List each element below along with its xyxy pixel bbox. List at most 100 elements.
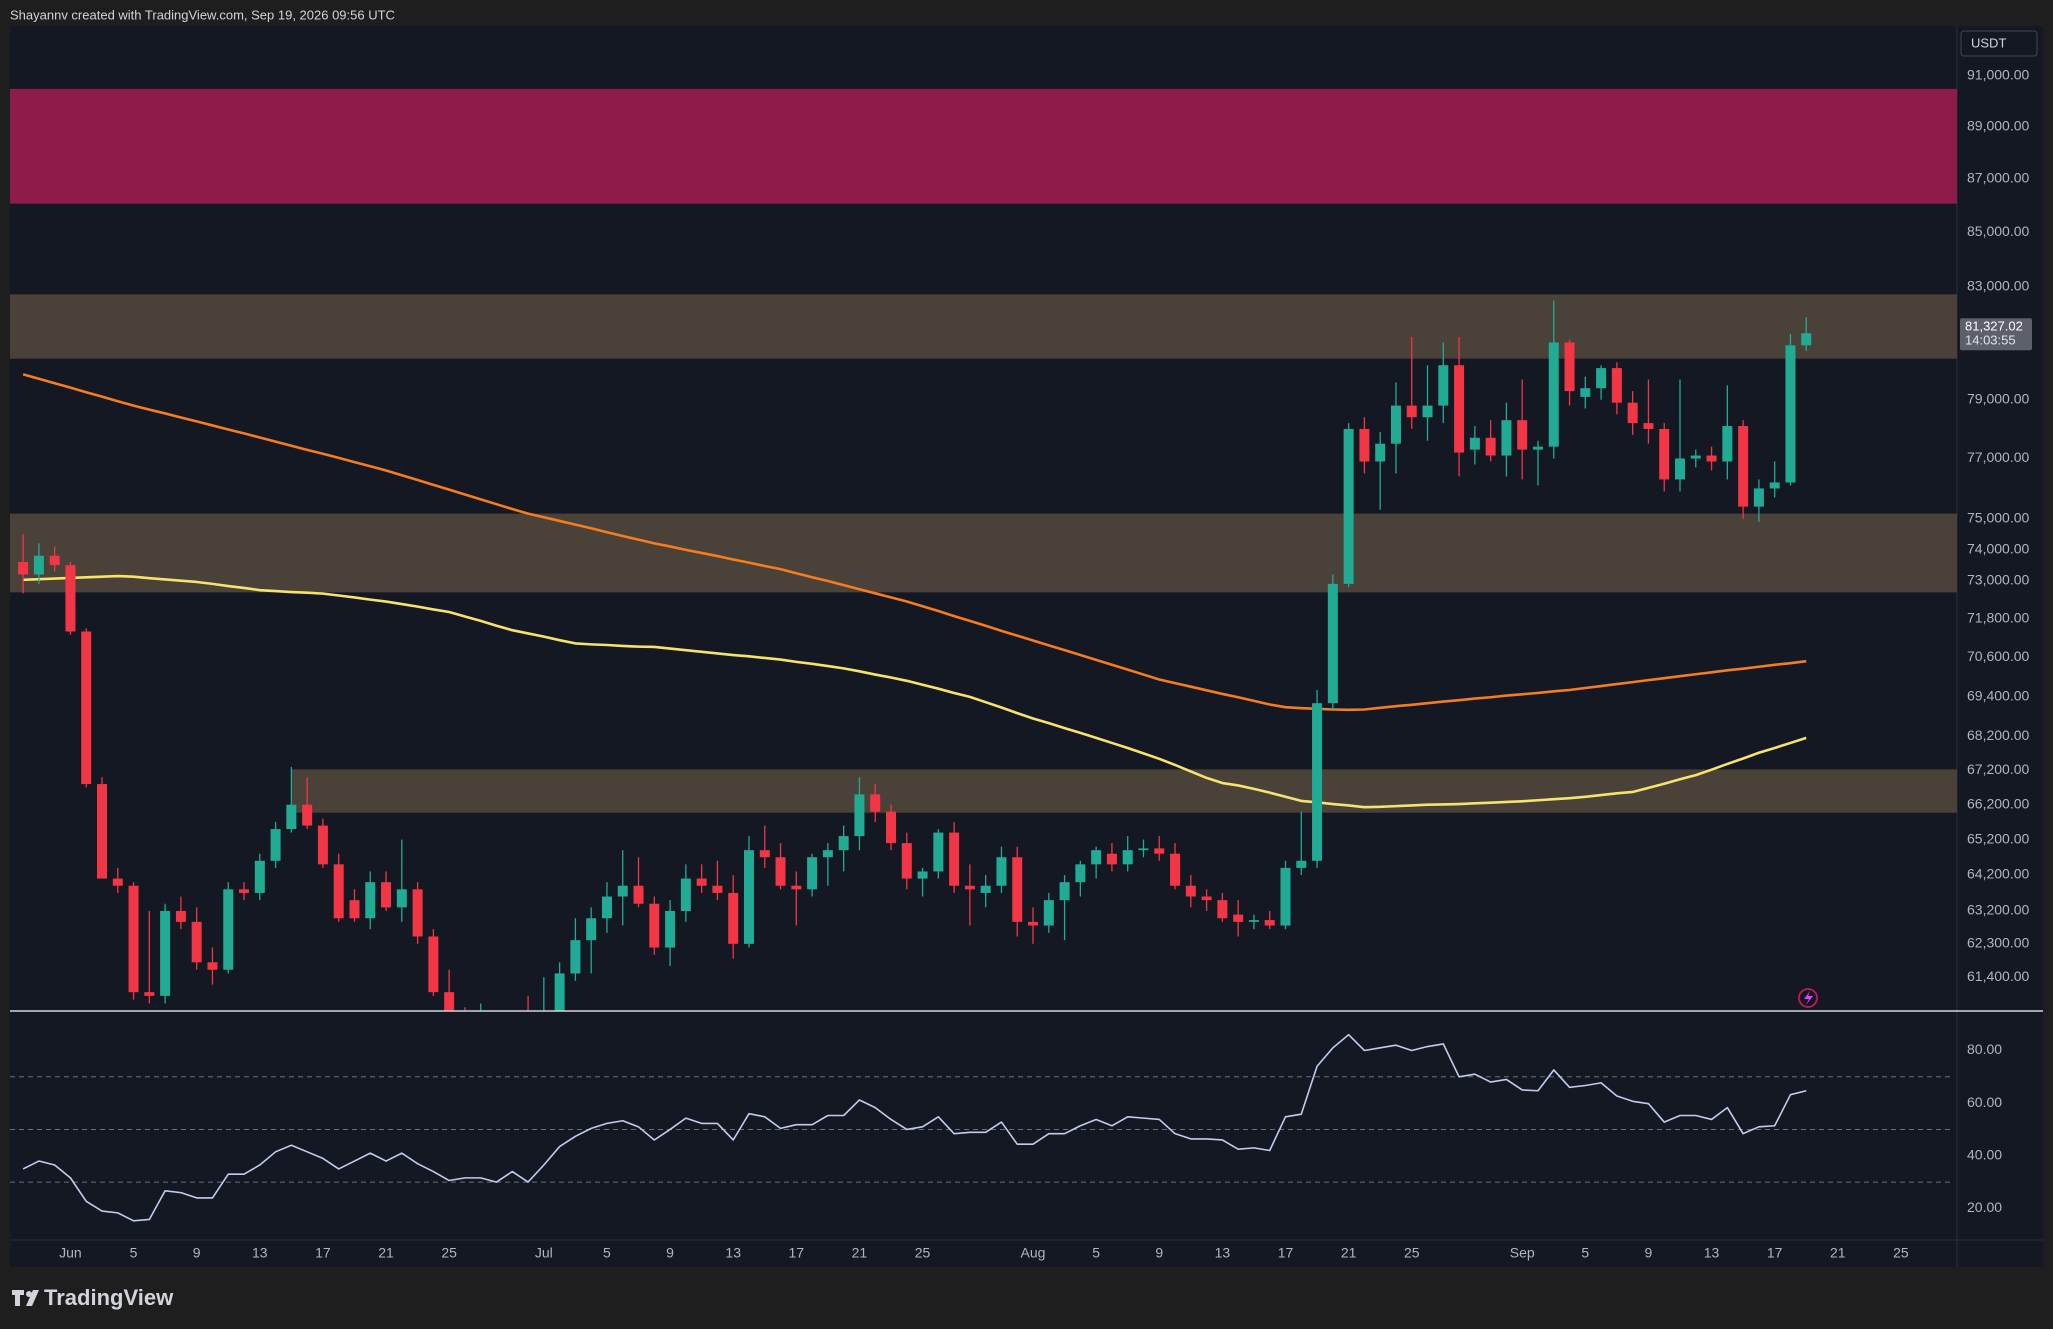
candle-body (775, 857, 786, 886)
y-tick-label: 67,200.00 (1967, 761, 2029, 777)
candle-body (49, 555, 60, 566)
x-tick-label: 17 (1767, 1245, 1783, 1261)
candle-body (1264, 920, 1275, 926)
y-tick-label: 69,400.00 (1967, 687, 2029, 703)
candle-body (1201, 896, 1212, 901)
candle-body (349, 900, 360, 919)
y-tick-label: 74,000.00 (1967, 540, 2029, 556)
y-tick-label: 89,000.00 (1967, 117, 2029, 133)
candle-body (191, 921, 202, 963)
x-tick-label: 21 (1830, 1245, 1846, 1261)
candle-body (381, 882, 392, 908)
candle-body (207, 962, 218, 970)
candle-body (333, 864, 344, 919)
candle-body (1106, 853, 1117, 865)
moving-average (22, 373, 1807, 712)
candle-body (1753, 488, 1764, 507)
x-tick-label: 13 (1215, 1245, 1231, 1261)
rsi-line (22, 1033, 1807, 1222)
candle-body (1296, 860, 1307, 868)
x-tick-label: 9 (666, 1245, 674, 1261)
x-tick-label: 25 (441, 1245, 457, 1261)
candle-body (1675, 458, 1685, 480)
candle-body (1659, 428, 1670, 480)
candle-body (680, 878, 691, 911)
zone (10, 294, 1957, 359)
candle-body (1091, 850, 1102, 865)
candle-body (65, 565, 76, 632)
candle-body (917, 871, 928, 879)
chart-background (10, 26, 2043, 1267)
candle-body (396, 889, 407, 908)
candle-body (886, 811, 896, 844)
y-tick-label: 40.00 (1967, 1146, 2002, 1162)
axes: 91,000.00 89,000.00 87,000.00 85,000.00 83,0… (59, 67, 2032, 1261)
x-tick-label: 13 (1704, 1245, 1720, 1261)
y-tick-label: 61,400.00 (1967, 968, 2029, 984)
candle-body (1469, 437, 1480, 450)
y-tick-label: 83,000.00 (1967, 277, 2029, 293)
x-tick-label: 17 (1278, 1245, 1294, 1261)
x-tick-label: 17 (789, 1245, 805, 1261)
y-tick-label: 63,200.00 (1967, 902, 2029, 918)
candle-body (160, 910, 171, 996)
candle-body (365, 882, 376, 919)
candle-body (112, 878, 123, 886)
candle-body (1154, 848, 1165, 854)
candle-body (870, 794, 881, 812)
x-tick-label: 17 (315, 1245, 331, 1261)
price-pane (10, 88, 1957, 1011)
countdown: 14:03:55 (1965, 333, 2016, 348)
zone (291, 769, 1957, 813)
candle-body (807, 857, 818, 890)
candle-body (570, 940, 581, 974)
candle-body (586, 918, 597, 941)
candle-body (1438, 365, 1449, 406)
y-tick-label: 65,200.00 (1967, 830, 2029, 846)
candle-body (1643, 423, 1654, 429)
candle-body (1422, 405, 1433, 418)
candle-body (1532, 446, 1543, 450)
candle-body (1059, 882, 1070, 901)
candle-body (33, 555, 44, 575)
candle-body (1075, 864, 1086, 883)
price-label-box (1960, 318, 2032, 351)
candle-body (601, 896, 612, 919)
candle-body (1501, 420, 1512, 456)
candle-body (239, 889, 250, 893)
y-tick-label: 60.00 (1967, 1094, 2002, 1110)
candle-body (1122, 850, 1133, 865)
alert-icon (1798, 988, 1818, 1008)
y-tick-label: 80.00 (1967, 1041, 2002, 1057)
x-tick-label: Sep (1510, 1245, 1535, 1261)
candle-body (728, 892, 739, 944)
y-tick-label: 64,200.00 (1967, 866, 2029, 882)
candle-body (144, 992, 155, 996)
candle-body (980, 885, 991, 893)
candle-body (81, 631, 92, 785)
x-tick-label: 21 (378, 1245, 394, 1261)
candle-body (1738, 426, 1749, 507)
candle-body (1312, 703, 1323, 861)
candle-body (1343, 428, 1354, 584)
candle-body (317, 825, 328, 865)
candle-body (1611, 368, 1622, 403)
currency-box (1960, 30, 2038, 57)
candle-body (1359, 428, 1370, 462)
candle-body (254, 860, 265, 893)
x-tick-label: 25 (1893, 1245, 1909, 1261)
moving-average (23, 574, 1807, 809)
logo-icon (12, 1290, 39, 1306)
candle-body (1138, 848, 1149, 851)
candle-body (617, 885, 628, 897)
x-tick-label: 13 (725, 1245, 741, 1261)
price-label: 81,327.02 (1965, 319, 2023, 334)
x-tick-label: 25 (1404, 1245, 1420, 1261)
candle-body (1390, 405, 1401, 444)
candle-body (822, 850, 833, 858)
y-tick-label: 71,800.00 (1967, 609, 2029, 625)
candle-body (854, 794, 865, 837)
rsi-pane (10, 1033, 1950, 1222)
candle-body (1627, 402, 1638, 424)
candle-body (1012, 857, 1023, 922)
